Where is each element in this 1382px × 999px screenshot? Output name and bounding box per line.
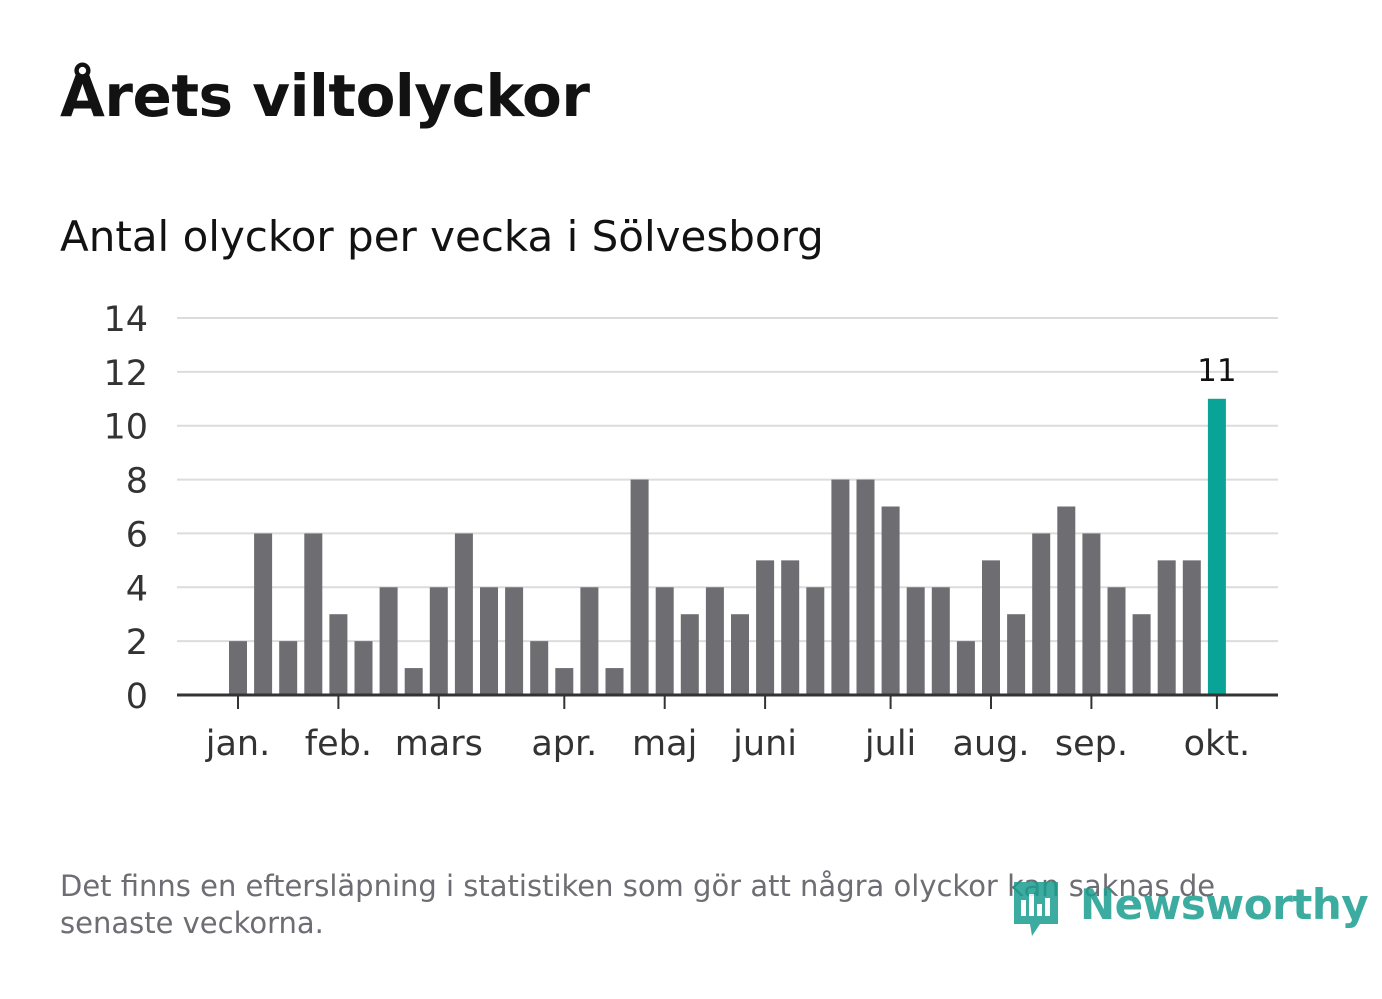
x-tick-label: mars bbox=[395, 724, 483, 764]
bar bbox=[1057, 506, 1076, 695]
bar bbox=[705, 587, 724, 695]
bar bbox=[279, 641, 298, 695]
bar bbox=[1032, 533, 1051, 695]
bar bbox=[254, 533, 273, 695]
bars bbox=[229, 398, 1226, 695]
x-tick-label: apr. bbox=[531, 724, 597, 764]
bar bbox=[580, 587, 599, 695]
bar bbox=[655, 587, 674, 695]
chart-title: Årets viltolyckor bbox=[60, 62, 590, 130]
newsworthy-logo-icon bbox=[1014, 882, 1058, 936]
bar bbox=[931, 587, 950, 695]
data-labels: 11 bbox=[1197, 353, 1236, 389]
x-tick-label: juni bbox=[732, 724, 797, 764]
bar bbox=[1157, 560, 1176, 695]
bar bbox=[731, 614, 749, 695]
brand-name: Newsworthy bbox=[1080, 880, 1369, 929]
bar bbox=[304, 533, 323, 695]
chart-subtitle: Antal olyckor per vecka i Sölvesborg bbox=[60, 212, 824, 261]
bar bbox=[680, 614, 699, 695]
bar bbox=[429, 587, 448, 695]
y-tick-label: 6 bbox=[126, 515, 148, 555]
bar bbox=[505, 587, 524, 695]
bar bbox=[1007, 614, 1026, 695]
bar bbox=[906, 587, 925, 695]
x-tick-label: jan. bbox=[205, 724, 270, 764]
bar bbox=[756, 560, 775, 695]
bar bbox=[480, 587, 498, 695]
bar bbox=[379, 587, 398, 695]
bar bbox=[229, 641, 247, 695]
brand-logo[interactable]: Newsworthy bbox=[1010, 876, 1369, 946]
bar bbox=[329, 614, 348, 695]
y-tick-label: 8 bbox=[126, 462, 148, 502]
x-tick-label: okt. bbox=[1184, 724, 1251, 764]
bar bbox=[605, 668, 624, 695]
y-tick-label: 2 bbox=[126, 623, 148, 663]
y-tick-label: 4 bbox=[126, 569, 148, 609]
bar bbox=[454, 533, 473, 695]
y-axis-ticks: 0 2 4 6 8 10 12 14 bbox=[103, 300, 148, 717]
y-tick-label: 12 bbox=[103, 354, 148, 394]
bar bbox=[630, 479, 649, 695]
x-tick-label: sep. bbox=[1055, 724, 1128, 764]
bar bbox=[1107, 587, 1126, 695]
bar bbox=[982, 560, 1000, 695]
x-axis: jan. feb. mars apr. maj juni juli aug. sep. okt. bbox=[177, 693, 1278, 764]
y-tick-label: 14 bbox=[103, 300, 148, 340]
y-tick-label: 10 bbox=[103, 408, 148, 448]
bar bbox=[831, 479, 850, 695]
bar bbox=[1182, 560, 1201, 695]
highlight-value-label: 11 bbox=[1197, 353, 1236, 389]
bar bbox=[555, 668, 574, 695]
bar bbox=[354, 641, 373, 695]
bar bbox=[856, 479, 875, 695]
bar-highlight bbox=[1207, 398, 1226, 695]
bar bbox=[1132, 614, 1151, 695]
bar bbox=[956, 641, 975, 695]
y-tick-label: 0 bbox=[126, 677, 148, 717]
bar bbox=[530, 641, 549, 695]
bar-chart: 0 2 4 6 8 10 12 14 jan. feb. mars apr. maj juni juli a… bbox=[103, 300, 1278, 764]
bar bbox=[404, 668, 423, 695]
x-tick-label: maj bbox=[632, 724, 697, 764]
bar bbox=[881, 506, 900, 695]
bar bbox=[806, 587, 825, 695]
bar bbox=[1082, 533, 1101, 695]
x-tick-label: feb. bbox=[305, 724, 372, 764]
bar bbox=[781, 560, 800, 695]
x-tick-label: aug. bbox=[953, 724, 1030, 764]
x-tick-label: juli bbox=[864, 724, 916, 764]
